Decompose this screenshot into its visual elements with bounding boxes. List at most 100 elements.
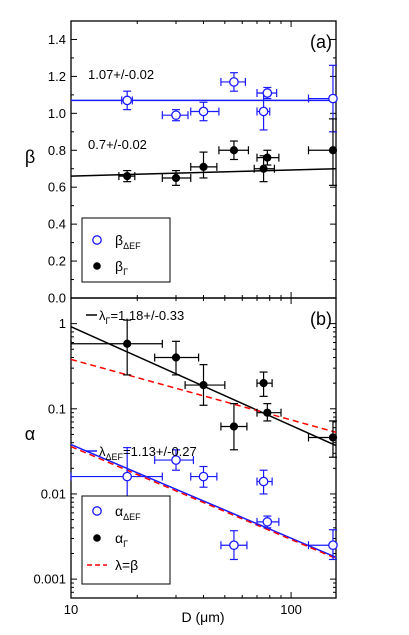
beta_dEF-point bbox=[161, 109, 189, 122]
alpha_G-point bbox=[154, 340, 200, 376]
annotation-symbol: λ bbox=[99, 308, 106, 323]
legend-marker-open-circle bbox=[92, 506, 102, 516]
legend-symbol: α bbox=[115, 503, 123, 519]
beta_G-point bbox=[307, 118, 338, 186]
marker-open-circle bbox=[122, 471, 133, 482]
alpha_dEF-point bbox=[256, 469, 273, 495]
marker-open-circle bbox=[328, 540, 338, 551]
annotation-beta-def: 1.07+/-0.02 bbox=[88, 67, 154, 82]
marker-open-circle bbox=[122, 95, 133, 106]
legend-box bbox=[81, 217, 171, 283]
xtick-label: 100 bbox=[280, 602, 302, 617]
annotation-value: =1.13+/-0.27 bbox=[123, 444, 197, 459]
marker-filled-circle bbox=[328, 146, 338, 155]
marker-open-circle bbox=[198, 106, 209, 117]
marker-open-circle bbox=[171, 455, 181, 465]
ytick-label: 0.001 bbox=[33, 572, 66, 587]
marker-filled-circle bbox=[199, 162, 208, 171]
legend-symbol: β bbox=[115, 258, 123, 274]
legend-subscript: Γ bbox=[123, 267, 128, 277]
beta_G-point bbox=[218, 140, 250, 161]
marker-filled-circle bbox=[263, 408, 272, 417]
alpha_dEF-point bbox=[220, 530, 248, 561]
ytick-label: 0.01 bbox=[41, 486, 66, 501]
panel-a-label: (a) bbox=[310, 32, 332, 52]
legend-label: αΔEF bbox=[115, 503, 141, 522]
marker-filled-circle bbox=[171, 353, 181, 362]
beta_G-point bbox=[161, 169, 192, 186]
alpha_G-point bbox=[220, 403, 248, 451]
marker-open-circle bbox=[258, 476, 269, 487]
ytick-label: 0.1 bbox=[48, 401, 66, 416]
marker-filled-circle bbox=[123, 172, 132, 181]
panel-a-yaxis: 0.0 0.2 0.4 0.6 0.8 1.0 1.2 1.4 bbox=[48, 20, 336, 306]
beta_dEF-point bbox=[307, 64, 338, 133]
legend-subscript: ΔEF bbox=[123, 241, 141, 251]
legend-label: βΔEF bbox=[115, 232, 141, 251]
panel-a-points bbox=[118, 64, 338, 186]
legend-subscript: Γ bbox=[123, 539, 128, 549]
alpha_dEF-point bbox=[154, 449, 195, 471]
annotation-symbol: λ bbox=[99, 444, 106, 459]
beta_dEF-point bbox=[121, 90, 133, 111]
marker-open-circle bbox=[198, 471, 209, 482]
model-line-alpha_G bbox=[70, 358, 337, 433]
alpha_dEF-point bbox=[256, 515, 280, 529]
ytick-label: 1.2 bbox=[48, 69, 66, 84]
beta_G-point bbox=[256, 149, 280, 166]
marker-open-circle bbox=[229, 540, 239, 551]
legend-symbol: λ=β bbox=[115, 557, 138, 573]
alpha_G-point bbox=[184, 364, 226, 406]
ytick-label: 0.6 bbox=[48, 180, 66, 195]
marker-open-circle bbox=[328, 93, 338, 104]
annotation-lambda: λΓ=1.18+/-0.33 bbox=[99, 308, 184, 326]
marker-open-circle bbox=[258, 106, 269, 117]
marker-open-circle bbox=[262, 517, 273, 527]
ytick-label: 1 bbox=[59, 316, 66, 331]
alpha_dEF-point bbox=[307, 529, 338, 561]
legend-subscript: ΔEF bbox=[123, 512, 141, 522]
alpha_G-point bbox=[70, 319, 163, 376]
marker-open-circle bbox=[171, 110, 181, 121]
ytick-label: 1.0 bbox=[48, 106, 66, 121]
marker-filled-circle bbox=[229, 422, 239, 431]
legend-label: αΓ bbox=[115, 530, 128, 549]
ytick-label: 0.4 bbox=[48, 217, 66, 232]
legend-marker-filled-circle bbox=[93, 262, 101, 270]
panel-b-ylabel: α bbox=[25, 424, 35, 444]
ytick-label: 0.2 bbox=[48, 254, 66, 269]
marker-filled-circle bbox=[328, 433, 338, 442]
alpha_G-point bbox=[307, 420, 338, 458]
panel-b-xlabel: D (μm) bbox=[181, 609, 224, 625]
model-line-alpha_dEF bbox=[70, 445, 337, 560]
beta_G-point bbox=[190, 151, 218, 179]
marker-filled-circle bbox=[259, 164, 268, 173]
marker-open-circle bbox=[262, 88, 273, 98]
annotation-subscript: Γ bbox=[106, 316, 111, 326]
legend-label: λ=β bbox=[115, 557, 138, 573]
panel-a: (a) β 1.07+/-0.02 0.7+/-0.02 0.0 0.2 0.4 0.… bbox=[25, 20, 338, 306]
marker-filled-circle bbox=[263, 153, 272, 162]
alpha_dEF-point bbox=[190, 465, 218, 488]
legend-symbol: β bbox=[115, 232, 123, 248]
panel-b-label: (b) bbox=[310, 309, 332, 329]
legend-marker-open-circle bbox=[92, 235, 102, 245]
alpha_G-point bbox=[256, 403, 282, 422]
panel-b-xaxis: 10 100 bbox=[64, 298, 302, 617]
annotation-value: =1.18+/-0.33 bbox=[110, 308, 184, 323]
legend-symbol: α bbox=[115, 530, 123, 546]
annotation-beta-g: 0.7+/-0.02 bbox=[88, 137, 147, 152]
beta_dEF-point bbox=[190, 101, 220, 122]
fit-line-alpha_dEF bbox=[70, 443, 337, 559]
ytick-label: 0.0 bbox=[48, 291, 66, 306]
annotation-subscript: ΔEF bbox=[106, 452, 124, 462]
panel-a-ylabel: β bbox=[25, 147, 35, 167]
panel-b-points bbox=[70, 319, 338, 561]
annotation-lambda: λΔEF=1.13+/-0.27 bbox=[99, 444, 197, 462]
panel-b-yaxis: 0.001 0.01 0.1 1 bbox=[33, 297, 336, 593]
